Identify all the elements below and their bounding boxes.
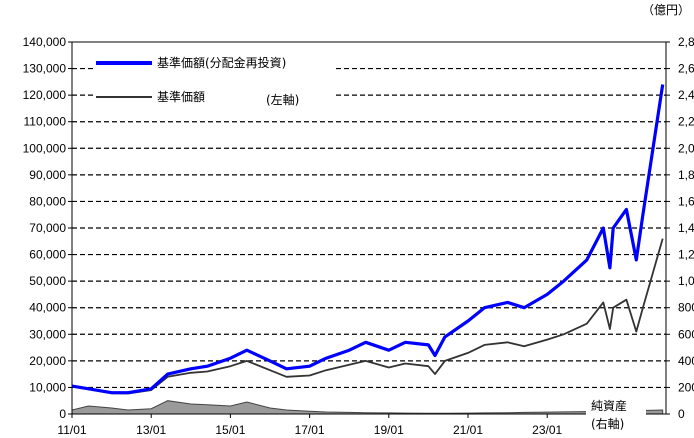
y-left-tick-label: 20,000	[29, 354, 66, 368]
series-line-nav	[71, 238, 664, 395]
y-right-tick-label: 600	[678, 327, 694, 341]
y-right-tick-label: 1,000	[678, 274, 694, 288]
x-tick-label: 21/01	[453, 423, 483, 437]
y-left-tick-label: 0	[59, 407, 66, 421]
y-right-tick-label: 2,400	[678, 88, 694, 102]
series-line-reinvested-nav	[71, 84, 665, 395]
right-axis-note-line1: 純資産	[591, 398, 627, 413]
y-right-tick-label: 1,200	[678, 248, 694, 262]
y-left-tick-label: 60,000	[29, 248, 66, 262]
series-lines	[71, 84, 665, 395]
y-right-tick-label: 400	[678, 354, 694, 368]
x-tick-label: 15/01	[215, 423, 245, 437]
y-left-tick-label: 50,000	[29, 274, 66, 288]
legend: 基準価額(分配金再投資) 基準価額	[96, 55, 336, 115]
y-right-tick-label: 2,200	[678, 115, 694, 129]
y-left-tick-label: 10,000	[29, 380, 66, 394]
left-axis-note: (左軸)	[266, 92, 299, 107]
axes: 0 10,000 20,000 30,000 40,000 50,000 60,000 70,…	[23, 35, 694, 437]
x-tick-label: 17/01	[295, 423, 325, 437]
y-left-tick-label: 40,000	[29, 301, 66, 315]
y-left-tick-label: 120,000	[23, 88, 67, 102]
legend-label-reinvested: 基準価額(分配金再投資)	[157, 55, 286, 70]
y-right-tick-label: 0	[678, 407, 685, 421]
y-right-tick-label: 2,800	[678, 35, 694, 49]
x-tick-label: 13/01	[136, 423, 166, 437]
y-left-tick-label: 100,000	[23, 141, 67, 155]
right-axis-note-background	[586, 396, 646, 434]
y-right-tick-label: 2,000	[678, 141, 694, 155]
y-right-tick-label: 200	[678, 380, 694, 394]
y-left-tick-label: 130,000	[23, 62, 67, 76]
x-tick-label: 11/01	[57, 423, 86, 437]
left-axis-note-background	[262, 90, 320, 108]
right-axis-unit: （億円）	[642, 3, 690, 17]
y-left-tick-label: 30,000	[29, 327, 66, 341]
y-left-tick-label: 140,000	[23, 35, 67, 49]
y-left-tick-label: 110,000	[24, 115, 67, 129]
y-left-tick-label: 90,000	[29, 168, 66, 182]
x-tick-label: 19/01	[374, 423, 404, 437]
y-right-tick-label: 1,400	[678, 221, 694, 235]
legend-label-nav: 基準価額	[157, 89, 205, 104]
y-right-tick-label: 1,800	[678, 168, 694, 182]
y-right-tick-label: 800	[678, 301, 694, 315]
right-axis-note-line2: (右軸)	[591, 416, 624, 431]
y-left-tick-label: 80,000	[29, 194, 66, 208]
y-right-tick-label: 2,600	[678, 62, 694, 76]
y-right-tick-label: 1,600	[678, 194, 694, 208]
x-tick-label: 23/01	[532, 423, 562, 437]
y-left-tick-label: 70,000	[29, 221, 66, 235]
